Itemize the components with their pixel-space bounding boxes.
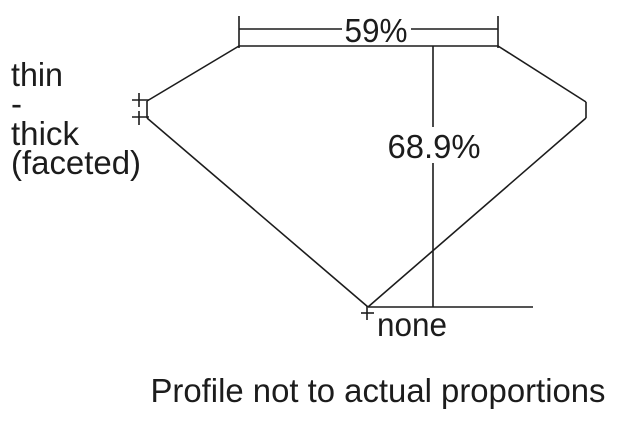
culet-label: none xyxy=(377,306,447,343)
crown-right-line xyxy=(497,45,587,103)
pavilion-left-line xyxy=(146,117,369,308)
depth-label: 68.9% xyxy=(388,128,481,165)
pavilion-right-line xyxy=(367,117,587,308)
girdle-label-line-4: (faceted) xyxy=(11,144,141,181)
table-width-measure: 59% xyxy=(238,12,499,49)
girdle-label: thin - thick (faceted) xyxy=(11,56,141,181)
table-width-label: 59% xyxy=(345,12,408,49)
culet-measure: none xyxy=(361,306,533,343)
caption: Profile not to actual proportions xyxy=(151,372,606,409)
crown-left-line xyxy=(146,45,240,102)
girdle-tick-marks xyxy=(132,93,149,125)
diamond-outline xyxy=(146,45,587,308)
girdle-label-line-1: thin xyxy=(11,56,63,93)
girdle-label-line-3: thick xyxy=(11,115,79,152)
depth-measure: 68.9% xyxy=(388,46,481,307)
girdle-label-line-2: - xyxy=(11,85,22,122)
